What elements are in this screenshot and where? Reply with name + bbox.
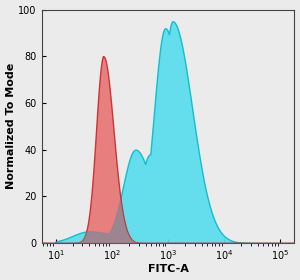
X-axis label: FITC-A: FITC-A (148, 264, 188, 274)
Y-axis label: Normalized To Mode: Normalized To Mode (6, 63, 16, 189)
